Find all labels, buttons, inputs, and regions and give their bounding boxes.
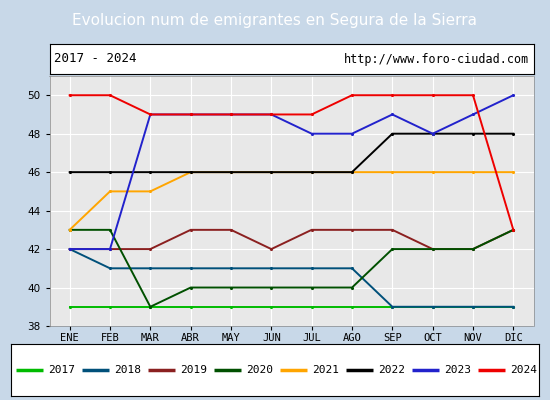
- Text: 2021: 2021: [312, 365, 339, 375]
- Text: 2020: 2020: [246, 365, 273, 375]
- Text: 2024: 2024: [510, 365, 537, 375]
- Text: 2023: 2023: [444, 365, 471, 375]
- Text: 2017 - 2024: 2017 - 2024: [54, 52, 137, 66]
- Text: 2019: 2019: [180, 365, 207, 375]
- Text: http://www.foro-ciudad.com: http://www.foro-ciudad.com: [343, 52, 529, 66]
- Text: Evolucion num de emigrantes en Segura de la Sierra: Evolucion num de emigrantes en Segura de…: [73, 14, 477, 28]
- Text: 2017: 2017: [48, 365, 75, 375]
- Text: 2022: 2022: [378, 365, 405, 375]
- Text: 2018: 2018: [114, 365, 141, 375]
